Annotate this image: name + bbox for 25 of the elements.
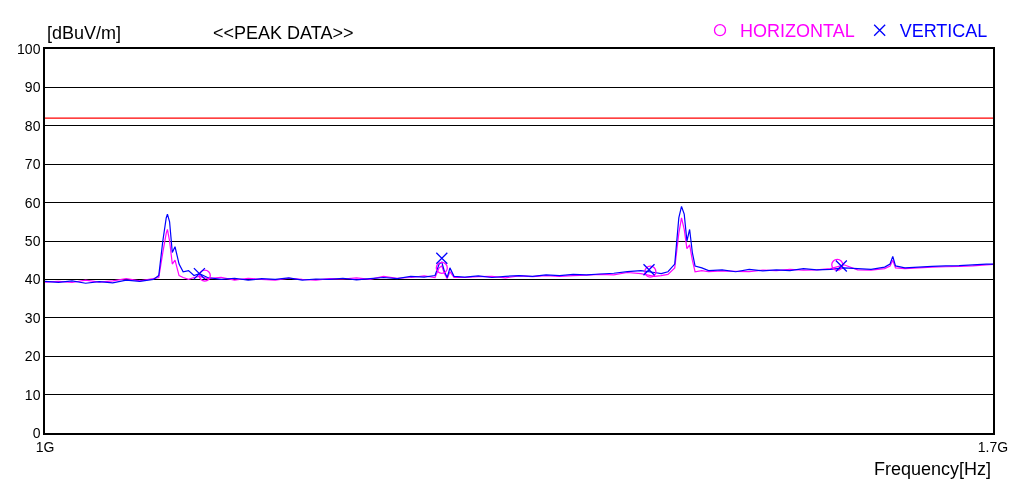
x-tick-label: 1.7G — [977, 438, 1009, 455]
y-axis-title: [dBuV/m] — [47, 23, 122, 43]
legend-label: HORIZONTAL — [740, 21, 855, 42]
point — [198, 269, 211, 282]
point — [435, 261, 448, 275]
y-tick-label: 20 — [24, 348, 41, 365]
line-series — [45, 205, 993, 284]
point — [193, 267, 206, 280]
chart-title: <<PEAK DATA>> — [213, 23, 354, 43]
y-tick-label: 0 — [32, 424, 41, 441]
y-tick-label: 90 — [24, 79, 41, 96]
y-tick-label: 30 — [24, 309, 41, 326]
point — [831, 258, 844, 271]
point — [435, 252, 448, 265]
x-axis-title: Frequency[Hz] — [874, 459, 992, 479]
point — [835, 259, 848, 273]
y-tick-label: 60 — [24, 194, 41, 211]
y-tick-label: 40 — [24, 271, 41, 288]
y-tick-label: 10 — [24, 386, 41, 403]
y-tick-label: 100 — [17, 40, 41, 57]
y-tick-label: 70 — [24, 156, 41, 173]
legend-label: VERTICAL — [899, 21, 988, 42]
y-tick-label: 80 — [24, 117, 41, 134]
x-tick-label: 1G — [35, 438, 55, 455]
y-tick-label: 50 — [24, 232, 41, 249]
